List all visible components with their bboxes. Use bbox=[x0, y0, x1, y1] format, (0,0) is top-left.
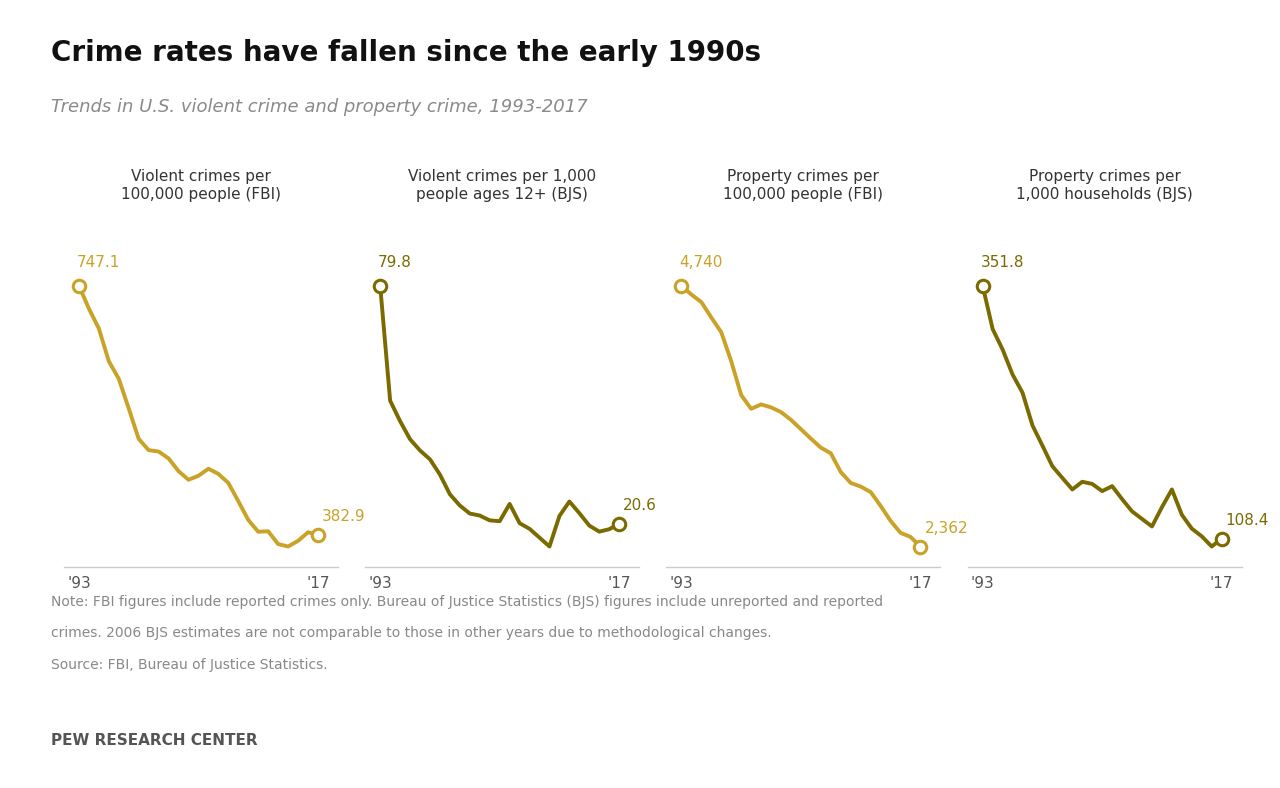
Text: 20.6: 20.6 bbox=[623, 498, 657, 513]
Text: 382.9: 382.9 bbox=[323, 509, 366, 524]
Text: 108.4: 108.4 bbox=[1226, 513, 1268, 528]
Text: Source: FBI, Bureau of Justice Statistics.: Source: FBI, Bureau of Justice Statistic… bbox=[51, 658, 328, 672]
Text: 4,740: 4,740 bbox=[680, 255, 723, 270]
Title: Property crimes per
1,000 households (BJS): Property crimes per 1,000 households (BJ… bbox=[1016, 169, 1193, 202]
Text: 747.1: 747.1 bbox=[77, 255, 120, 270]
Text: Crime rates have fallen since the early 1990s: Crime rates have fallen since the early … bbox=[51, 39, 762, 68]
Text: Trends in U.S. violent crime and property crime, 1993-2017: Trends in U.S. violent crime and propert… bbox=[51, 98, 588, 117]
Title: Violent crimes per 1,000
people ages 12+ (BJS): Violent crimes per 1,000 people ages 12+… bbox=[408, 169, 596, 202]
Text: 2,362.2: 2,362.2 bbox=[924, 521, 983, 536]
Text: PEW RESEARCH CENTER: PEW RESEARCH CENTER bbox=[51, 733, 257, 748]
Text: crimes. 2006 BJS estimates are not comparable to those in other years due to met: crimes. 2006 BJS estimates are not compa… bbox=[51, 626, 772, 641]
Text: 351.8: 351.8 bbox=[980, 255, 1024, 270]
Title: Violent crimes per
100,000 people (FBI): Violent crimes per 100,000 people (FBI) bbox=[120, 169, 280, 202]
Text: 79.8: 79.8 bbox=[378, 255, 412, 270]
Title: Property crimes per
100,000 people (FBI): Property crimes per 100,000 people (FBI) bbox=[723, 169, 883, 202]
Text: Note: FBI figures include reported crimes only. Bureau of Justice Statistics (BJ: Note: FBI figures include reported crime… bbox=[51, 595, 883, 609]
